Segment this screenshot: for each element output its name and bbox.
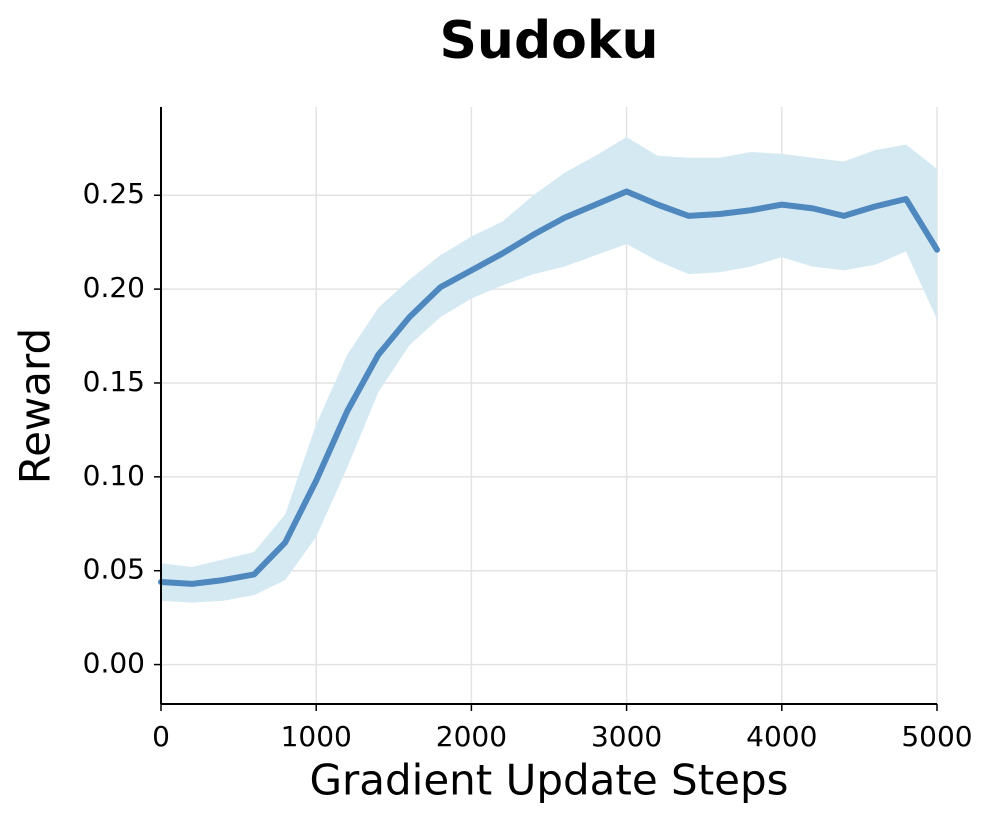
y-tick-label: 0.20 xyxy=(83,271,145,304)
axes: 0 1000 2000 3000 4000 5000 0.00 0.05 0.10 0.15 0.2… xyxy=(83,107,973,753)
x-tick-label: 2000 xyxy=(436,720,507,753)
y-tick-label: 0.00 xyxy=(83,647,145,680)
y-tick-label: 0.10 xyxy=(83,459,145,492)
x-tick-label: 1000 xyxy=(281,720,352,753)
x-tick-label: 4000 xyxy=(746,720,817,753)
y-axis-label: Reward xyxy=(11,328,60,484)
y-tick-label: 0.05 xyxy=(83,553,145,586)
confidence-band xyxy=(161,137,937,603)
y-tick-label: 0.15 xyxy=(83,365,145,398)
x-tick-label: 0 xyxy=(152,720,170,753)
chart-title: Sudoku xyxy=(439,11,658,71)
line xyxy=(158,188,940,587)
y-tick-label: 0.25 xyxy=(83,177,145,210)
plot-area xyxy=(158,137,940,603)
x-axis-label: Gradient Update Steps xyxy=(309,756,788,805)
x-tick-label: 3000 xyxy=(591,720,662,753)
x-tick-label: 5000 xyxy=(901,720,972,753)
